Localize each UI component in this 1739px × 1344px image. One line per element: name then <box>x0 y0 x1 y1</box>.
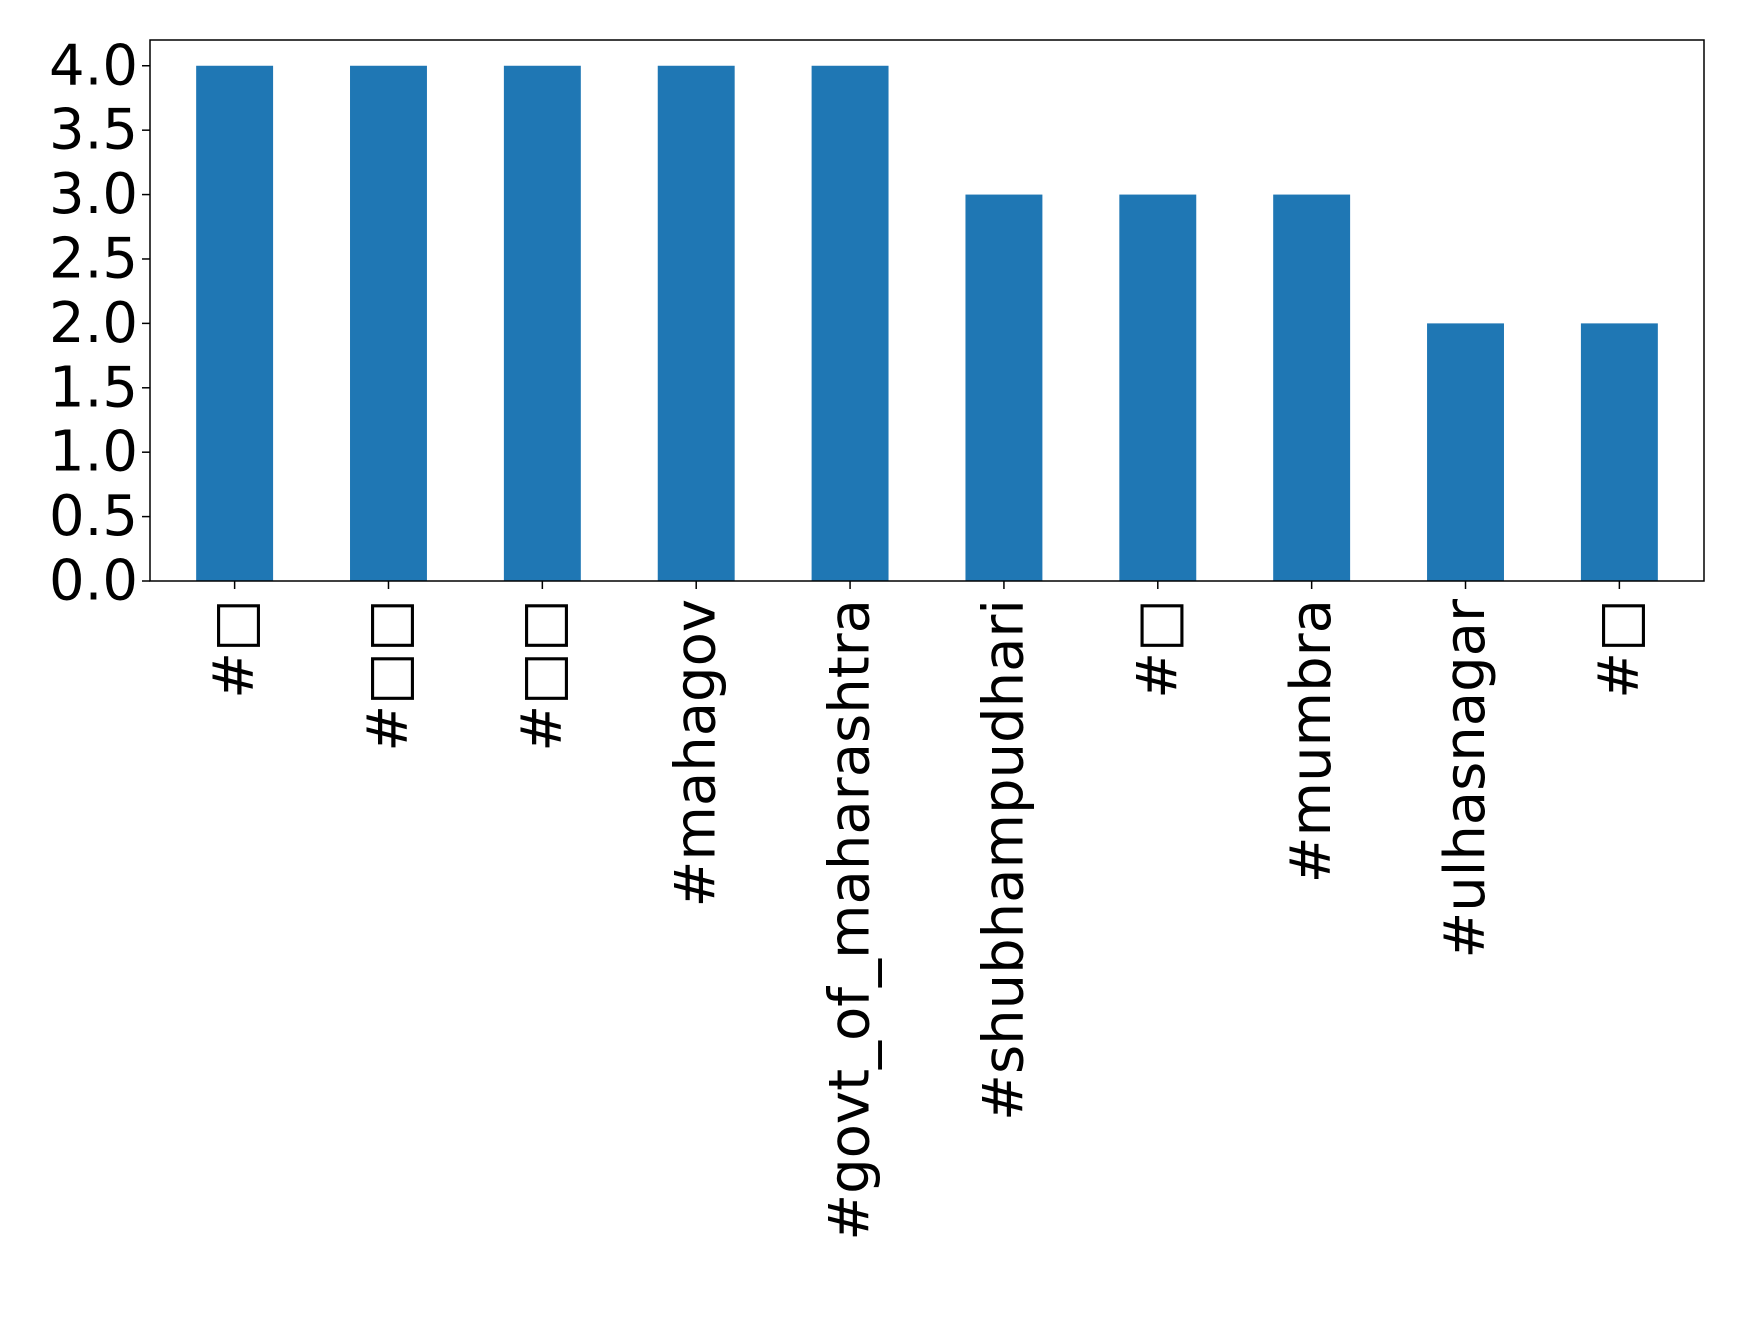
x-tick-label-1: #□□ <box>356 599 421 752</box>
y-tick-label-3: 1.5 <box>49 355 138 420</box>
bar-2 <box>503 65 581 581</box>
y-tick-label-5: 2.5 <box>49 226 138 291</box>
x-tick-label-6: #□ <box>1125 599 1190 699</box>
x-tick-label-9: #□ <box>1587 599 1652 699</box>
bar-7 <box>1273 194 1351 582</box>
bar-5 <box>965 194 1043 582</box>
bar-6 <box>1119 194 1197 582</box>
bar-8 <box>1427 323 1504 581</box>
bar-0 <box>196 65 274 581</box>
bar-3 <box>657 65 735 581</box>
y-tick-label-4: 2.0 <box>49 291 138 356</box>
x-tick-label-5: #shubhampudhari <box>971 599 1036 1121</box>
y-tick-label-1: 0.5 <box>49 484 138 549</box>
x-axis: #□ #□□ #□□ #mahagov #govt_of_maharashtra #shu… <box>202 581 1652 1241</box>
plot-frame <box>149 39 1705 582</box>
bar-9 <box>1580 323 1658 581</box>
x-tick-label-7: #mumbra <box>1279 599 1344 883</box>
x-tick-label-4: #govt_of_maharashtra <box>818 599 883 1241</box>
bar-1 <box>350 65 427 581</box>
y-tick-label-8: 4.0 <box>49 33 138 98</box>
y-axis: 0.00.51.01.52.02.53.03.54.0 <box>49 33 150 614</box>
y-tick-label-2: 1.0 <box>49 420 138 485</box>
x-tick-label-8: #ulhasnagar <box>1433 598 1498 959</box>
bars-group <box>196 65 1658 582</box>
y-tick-label-0: 0.0 <box>49 549 138 614</box>
y-tick-label-7: 3.5 <box>49 98 138 163</box>
x-tick-label-3: #mahagov <box>664 599 729 908</box>
x-tick-label-0: #□ <box>202 599 267 699</box>
x-tick-label-2: #□□ <box>510 599 575 752</box>
bar-4 <box>811 65 889 581</box>
y-tick-label-6: 3.0 <box>49 162 138 227</box>
